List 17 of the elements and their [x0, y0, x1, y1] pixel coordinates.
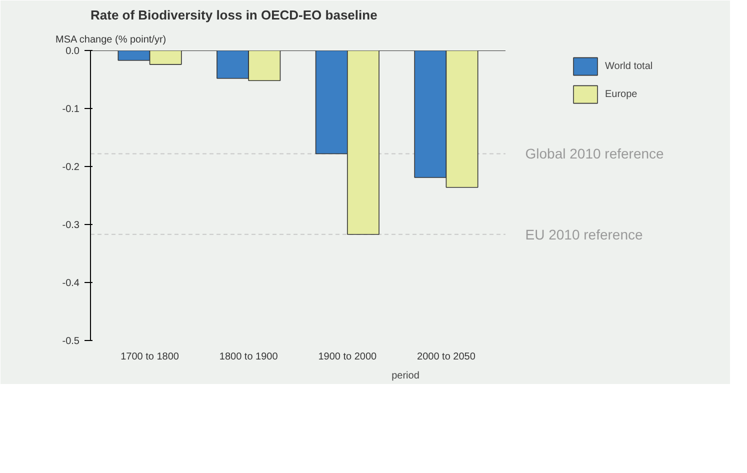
y-tick-label: -0.3 — [62, 220, 80, 231]
x-tick-label: 1700 to 1800 — [120, 352, 180, 362]
y-tick-label: -0.4 — [62, 278, 80, 289]
x-tick-label: 1900 to 2000 — [318, 352, 378, 362]
x-axis-title: period — [392, 370, 420, 382]
ref-line-label: EU 2010 reference — [525, 226, 643, 242]
y-tick-label: -0.1 — [62, 104, 80, 115]
legend-label: Europe — [605, 88, 638, 100]
legend-label: World total — [605, 60, 653, 72]
chart-title: Rate of Biodiversity loss in OECD-EO baseline — [90, 8, 378, 22]
ref-line-label: Global 2010 reference — [525, 146, 664, 162]
x-tick-label: 1800 to 1900 — [219, 352, 278, 362]
x-tick-label: 2000 to 2050 — [417, 352, 476, 362]
y-tick-label: -0.5 — [62, 336, 80, 347]
y-tick-label: 0.0 — [66, 46, 80, 57]
y-axis-title: MSA change (% point/yr) — [56, 34, 166, 46]
y-tick-label: -0.2 — [62, 162, 80, 173]
